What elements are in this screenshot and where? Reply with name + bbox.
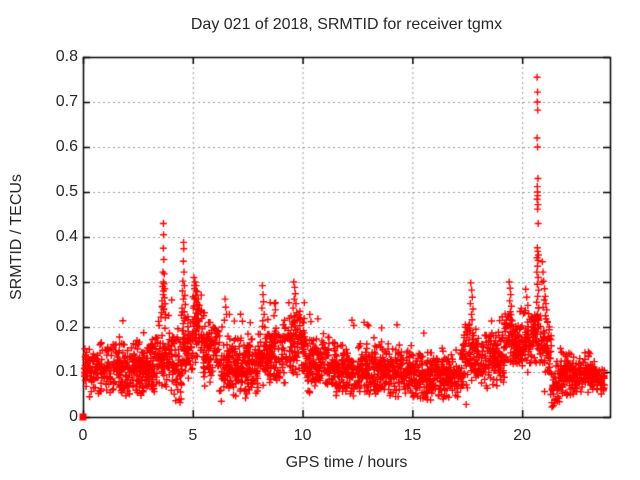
- x-axis-label: GPS time / hours: [285, 454, 408, 471]
- y-tick-label: 0.1: [55, 363, 78, 380]
- x-tick-label: 5: [188, 427, 198, 444]
- y-tick-label: 0.6: [55, 138, 78, 155]
- y-tick-label: 0.4: [55, 228, 78, 245]
- y-axis-label: SRMTID / TECUs: [8, 174, 25, 300]
- y-tick-label: 0.7: [55, 93, 78, 110]
- y-tick-label: 0.5: [55, 183, 78, 200]
- x-tick-label: 15: [403, 427, 422, 444]
- x-tick-label: 10: [293, 427, 312, 444]
- chart-title: Day 021 of 2018, SRMTID for receiver tgm…: [190, 16, 503, 33]
- x-tick-label: 20: [513, 427, 532, 444]
- y-tick-label: 0: [69, 408, 78, 425]
- y-tick-label: 0.8: [55, 48, 78, 65]
- y-tick-label: 0.3: [55, 273, 78, 290]
- y-tick-label: 0.2: [55, 318, 78, 335]
- x-tick-label: 0: [78, 427, 88, 444]
